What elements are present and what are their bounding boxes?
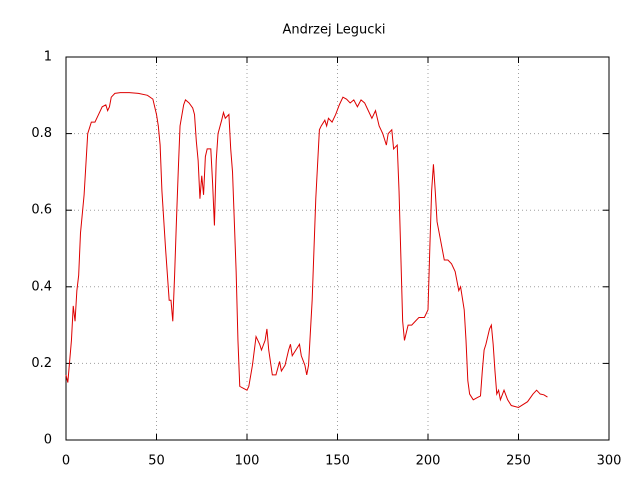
y-tick-label: 1	[44, 50, 52, 65]
y-tick-label: 0.6	[31, 203, 52, 218]
x-tick-label: 150	[325, 454, 350, 469]
plot-frame	[65, 56, 610, 441]
x-tick-label: 250	[506, 454, 531, 469]
x-tick-label: 200	[416, 454, 441, 469]
data-line	[65, 92, 548, 408]
x-tick-label: 300	[597, 454, 622, 469]
y-tick-label: 0.2	[31, 356, 52, 371]
x-tick-label: 50	[148, 454, 165, 469]
y-tick-label: 0.4	[31, 279, 52, 294]
y-tick-label: 0	[44, 433, 52, 448]
x-tick-label: 0	[62, 454, 70, 469]
x-tick-label: 100	[235, 454, 260, 469]
chart-title: Andrzej Legucki	[282, 23, 385, 38]
y-tick-label: 0.8	[31, 126, 52, 141]
